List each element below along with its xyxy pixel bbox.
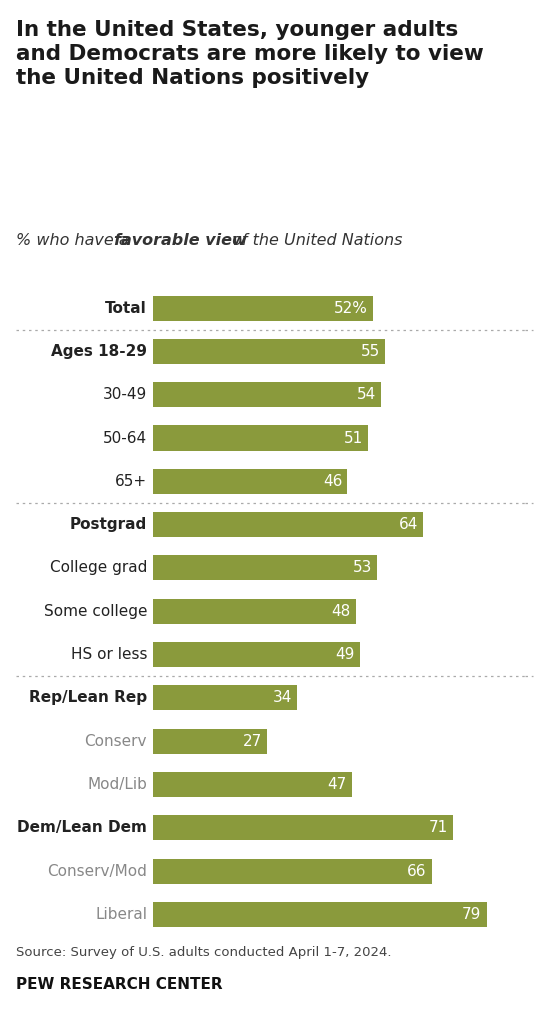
- Bar: [153, 296, 373, 320]
- Text: 50-64: 50-64: [103, 431, 147, 445]
- Text: College grad: College grad: [49, 561, 147, 575]
- Text: 27: 27: [243, 733, 262, 749]
- Text: Some college: Some college: [44, 604, 147, 619]
- Text: favorable view: favorable view: [114, 233, 247, 249]
- Bar: [153, 772, 352, 797]
- Text: Rep/Lean Rep: Rep/Lean Rep: [29, 691, 147, 705]
- Text: Dem/Lean Dem: Dem/Lean Dem: [17, 820, 147, 835]
- Text: Liberal: Liberal: [95, 907, 147, 922]
- Text: 54: 54: [357, 388, 376, 402]
- Bar: [153, 426, 369, 450]
- Text: 66: 66: [407, 863, 427, 879]
- Text: HS or less: HS or less: [70, 648, 147, 662]
- Text: 53: 53: [352, 561, 372, 575]
- Text: 51: 51: [344, 431, 363, 445]
- Bar: [153, 728, 267, 754]
- Text: 34: 34: [272, 691, 292, 705]
- Text: 71: 71: [429, 820, 448, 835]
- Bar: [153, 555, 377, 580]
- Text: of the United Nations: of the United Nations: [227, 233, 402, 249]
- Text: 52%: 52%: [334, 301, 367, 315]
- Bar: [153, 513, 423, 537]
- Text: 49: 49: [336, 648, 355, 662]
- Text: 30-49: 30-49: [103, 388, 147, 402]
- Text: 64: 64: [399, 518, 418, 532]
- Bar: [153, 383, 381, 407]
- Bar: [153, 598, 356, 624]
- Text: In the United States, younger adults
and Democrats are more likely to view
the U: In the United States, younger adults and…: [16, 20, 484, 88]
- Bar: [153, 902, 486, 927]
- Text: Total: Total: [105, 301, 147, 315]
- Bar: [153, 815, 453, 840]
- Text: Source: Survey of U.S. adults conducted April 1-7, 2024.: Source: Survey of U.S. adults conducted …: [16, 946, 392, 960]
- Text: Conserv: Conserv: [84, 733, 147, 749]
- Text: % who have a: % who have a: [16, 233, 134, 249]
- Text: Mod/Lib: Mod/Lib: [87, 777, 147, 792]
- Text: 65+: 65+: [115, 474, 147, 489]
- Text: Conserv/Mod: Conserv/Mod: [47, 863, 147, 879]
- Text: 79: 79: [462, 907, 482, 922]
- Bar: [153, 685, 297, 710]
- Text: 47: 47: [327, 777, 346, 792]
- Bar: [153, 858, 432, 884]
- Text: PEW RESEARCH CENTER: PEW RESEARCH CENTER: [16, 977, 223, 992]
- Text: 46: 46: [323, 474, 342, 489]
- Bar: [153, 469, 348, 494]
- Bar: [153, 339, 385, 364]
- Text: 48: 48: [331, 604, 351, 619]
- Text: 55: 55: [361, 344, 380, 359]
- Bar: [153, 642, 360, 667]
- Text: Postgrad: Postgrad: [70, 518, 147, 532]
- Text: Ages 18-29: Ages 18-29: [51, 344, 147, 359]
